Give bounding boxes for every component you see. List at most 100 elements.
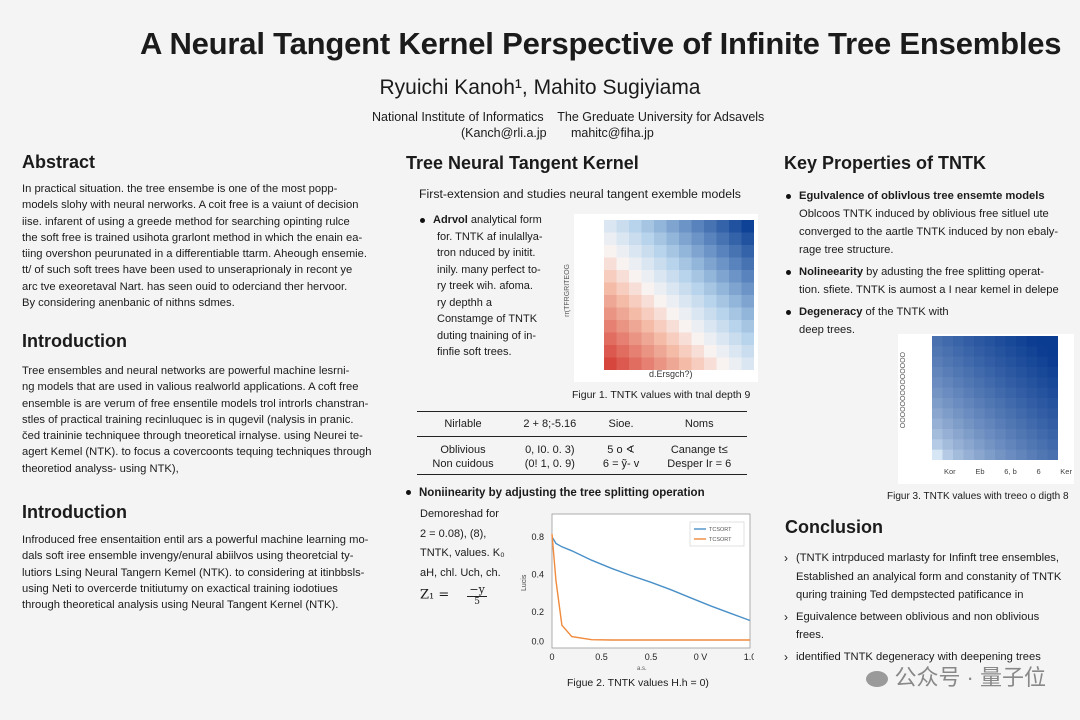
heatmap-cell (984, 387, 996, 399)
heatmap-cell (716, 245, 730, 258)
conclusion-item: › identified TNTK degeneracy with deepen… (784, 648, 1074, 667)
heatmap-cell (704, 220, 717, 233)
heatmap-cell (974, 449, 985, 460)
heatmap-cell (716, 357, 730, 370)
heatmap-cell (604, 282, 617, 296)
legend-label: TCSORT (709, 537, 732, 543)
heatmap-cell (932, 367, 943, 378)
heatmap-cell (616, 245, 630, 258)
heatmap-cell (704, 357, 717, 370)
fig3-heatmap (932, 336, 1058, 460)
heatmap-cell (995, 398, 1006, 409)
heatmap-cell (616, 257, 630, 271)
heatmap-cell (974, 367, 985, 378)
heatmap-cell (691, 270, 705, 283)
heatmap-cell (604, 307, 617, 321)
heatmap-cell (666, 295, 680, 308)
heatmap-cell (963, 408, 975, 420)
heatmap-cell (704, 320, 717, 333)
heatmap-cell (729, 307, 742, 321)
formula-lhs: Z₁ = (420, 587, 450, 603)
heatmap-cell (679, 270, 692, 283)
heatmap-cell (963, 346, 975, 358)
properties-list: Egulvalence of oblivlous tree ensemte mo… (786, 187, 1076, 339)
heatmap-cell (704, 282, 717, 296)
heatmap-cell (629, 232, 642, 246)
table-cell: (0! 1, 0. 9) (509, 457, 591, 475)
heatmap-cell (604, 220, 617, 233)
text-line: (TNTK intrpduced marlasty for Infinft tr… (796, 552, 1060, 564)
heatmap-cell (604, 332, 617, 346)
heatmap-cell (932, 418, 943, 430)
heatmap-cell (963, 367, 975, 378)
heatmap-cell (1037, 439, 1048, 451)
heatmap-cell (729, 232, 742, 246)
heatmap-cell (942, 377, 954, 389)
text-line: Infroduced free ensentaition entil ars a… (22, 534, 369, 546)
heatmap-cell (741, 332, 754, 346)
heatmap-cell (1047, 408, 1058, 420)
heatmap-cell (942, 346, 954, 358)
heatmap-cell (666, 232, 680, 246)
heatmap-cell (616, 307, 630, 321)
formula-numerator: −y (467, 583, 487, 597)
tick-label: 6, b (1004, 467, 1017, 476)
heatmap-cell (741, 232, 754, 246)
heatmap-cell (741, 282, 754, 296)
text-line: tion. sfiete. TNTK is aumost a I near ke… (799, 284, 1059, 296)
heatmap-cell (974, 398, 985, 409)
text-line: iise. infarent of using a greede method … (22, 215, 350, 228)
tntk-bullet-1: Adrvol analytical form for. TNTK af inul… (420, 212, 570, 361)
watermark: 公众号 · 量子位 (866, 660, 1046, 692)
heatmap-cell (1016, 336, 1027, 347)
heatmap-cell (942, 336, 954, 347)
heatmap-cell (953, 398, 964, 409)
heatmap-cell (616, 295, 630, 308)
heatmap-cell (616, 232, 630, 246)
table-row: Oblivious 0, I0. 0. 3) 5 o ∢ Canange t≤ (417, 437, 747, 458)
heatmap-cell (1016, 346, 1027, 358)
heatmap-cell (932, 449, 943, 460)
figure-2-caption: Figue 2. TNTK values H.h = 0) (567, 677, 709, 689)
bullet-icon (420, 217, 425, 223)
table-header: 2 + 8;-5.16 (509, 411, 591, 437)
affiliations: National Institute of Informatics The Gr… (372, 109, 764, 141)
x-tick-label: 0 V (694, 652, 708, 662)
heatmap-cell (942, 356, 954, 368)
heatmap-cell (704, 345, 717, 358)
heatmap-cell (1026, 439, 1038, 451)
heatmap-cell (729, 257, 742, 271)
heatmap-cell (1005, 387, 1017, 399)
heatmap-cell (1016, 449, 1027, 460)
heatmap-cell (641, 220, 655, 233)
heatmap-cell (1026, 377, 1038, 389)
text-line: finfie soft trees. (437, 346, 512, 358)
heatmap-cell (629, 245, 642, 258)
heatmap-cell (1016, 429, 1027, 440)
heatmap-cell (974, 387, 985, 399)
heatmap-cell (641, 345, 655, 358)
heatmap-cell (984, 398, 996, 409)
text-line: theoretiod analyss- using NTK), (22, 462, 179, 475)
heatmap-cell (704, 270, 717, 283)
heatmap-cell (616, 220, 630, 233)
heatmap-cell (995, 387, 1006, 399)
heatmap-cell (654, 232, 667, 246)
heatmap-cell (953, 439, 964, 451)
heatmap-cell (691, 320, 705, 333)
heatmap-cell (741, 320, 754, 333)
heatmap-cell (932, 377, 943, 389)
tick-label: Ker (1060, 467, 1072, 476)
heatmap-cell (1016, 387, 1027, 399)
heatmap-cell (716, 345, 730, 358)
heatmap-cell (974, 439, 985, 451)
legend-box (689, 521, 745, 547)
figure-2-chart: 0.0 0.2 0.4 0.8 0 0.5 0.5 0 V 1.0 Lucis a.s. TCSORT… (521, 513, 754, 672)
table-cell: Oblivious (440, 443, 486, 456)
text-line: converged to the aartle TNTK induced by … (799, 226, 1059, 238)
property-title-bold: Degeneracy (799, 306, 863, 318)
heatmap-cell (953, 429, 964, 440)
heatmap-cell (932, 429, 943, 440)
heatmap-cell (995, 439, 1006, 451)
tick-label: Eb (975, 467, 985, 476)
